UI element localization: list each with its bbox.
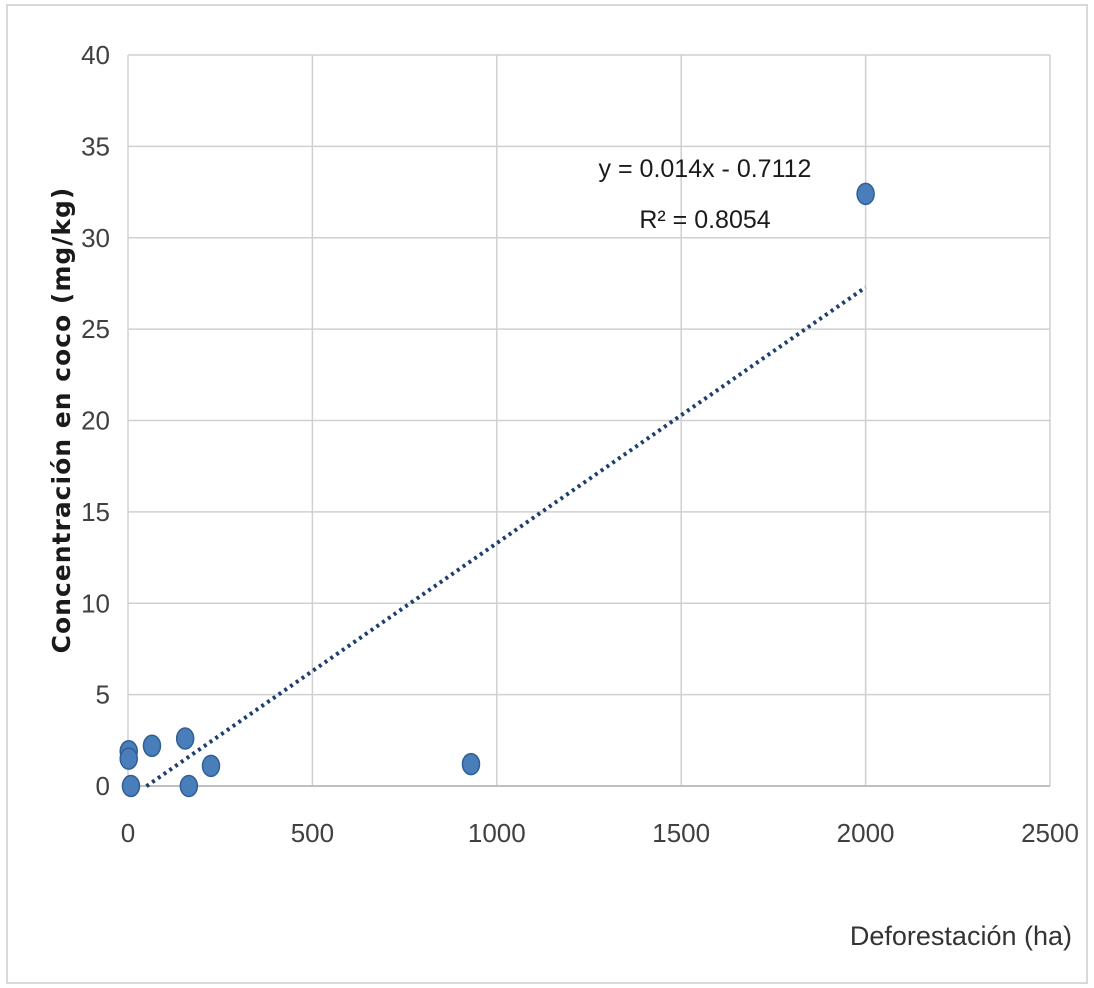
y-tick-label: 10	[81, 588, 110, 618]
data-points	[119, 182, 875, 798]
y-tick-label: 25	[81, 314, 110, 344]
trendline-r2: R² = 0.8054	[639, 206, 770, 234]
x-tick-labels: 0 500 1000 1500 2000 2500	[121, 818, 1079, 848]
data-point	[179, 774, 199, 798]
x-tick-label: 500	[291, 818, 334, 848]
x-axis-label: Deforestación (ha)	[850, 921, 1072, 951]
data-point	[201, 754, 221, 778]
y-tick-label: 5	[96, 680, 110, 710]
y-tick-label: 15	[81, 497, 110, 527]
y-tick-label: 35	[81, 131, 110, 161]
data-point	[121, 774, 141, 798]
y-tick-label: 0	[96, 771, 110, 801]
trendline-equation: y = 0.014x - 0.7112	[599, 155, 812, 183]
x-tick-label: 1000	[468, 818, 526, 848]
data-point	[461, 752, 481, 776]
chart-frame	[6, 4, 1088, 984]
x-tick-label: 2500	[1021, 818, 1079, 848]
x-tick-label: 1500	[652, 818, 710, 848]
x-tick-label: 2000	[837, 818, 895, 848]
y-tick-label: 40	[81, 40, 110, 70]
data-point	[856, 182, 875, 206]
y-tick-label: 30	[81, 223, 110, 253]
y-tick-label: 20	[81, 406, 110, 436]
data-point	[142, 734, 162, 758]
data-point	[119, 747, 138, 770]
x-tick-label: 0	[121, 818, 135, 848]
grid-lines	[127, 54, 1051, 786]
y-tick-labels: 0 5 10 15 20 25 30 35 40	[81, 40, 110, 801]
y-axis-label: Concentración en coco (mg/kg)	[47, 187, 76, 654]
data-point	[175, 727, 195, 750]
trendline	[145, 285, 867, 788]
